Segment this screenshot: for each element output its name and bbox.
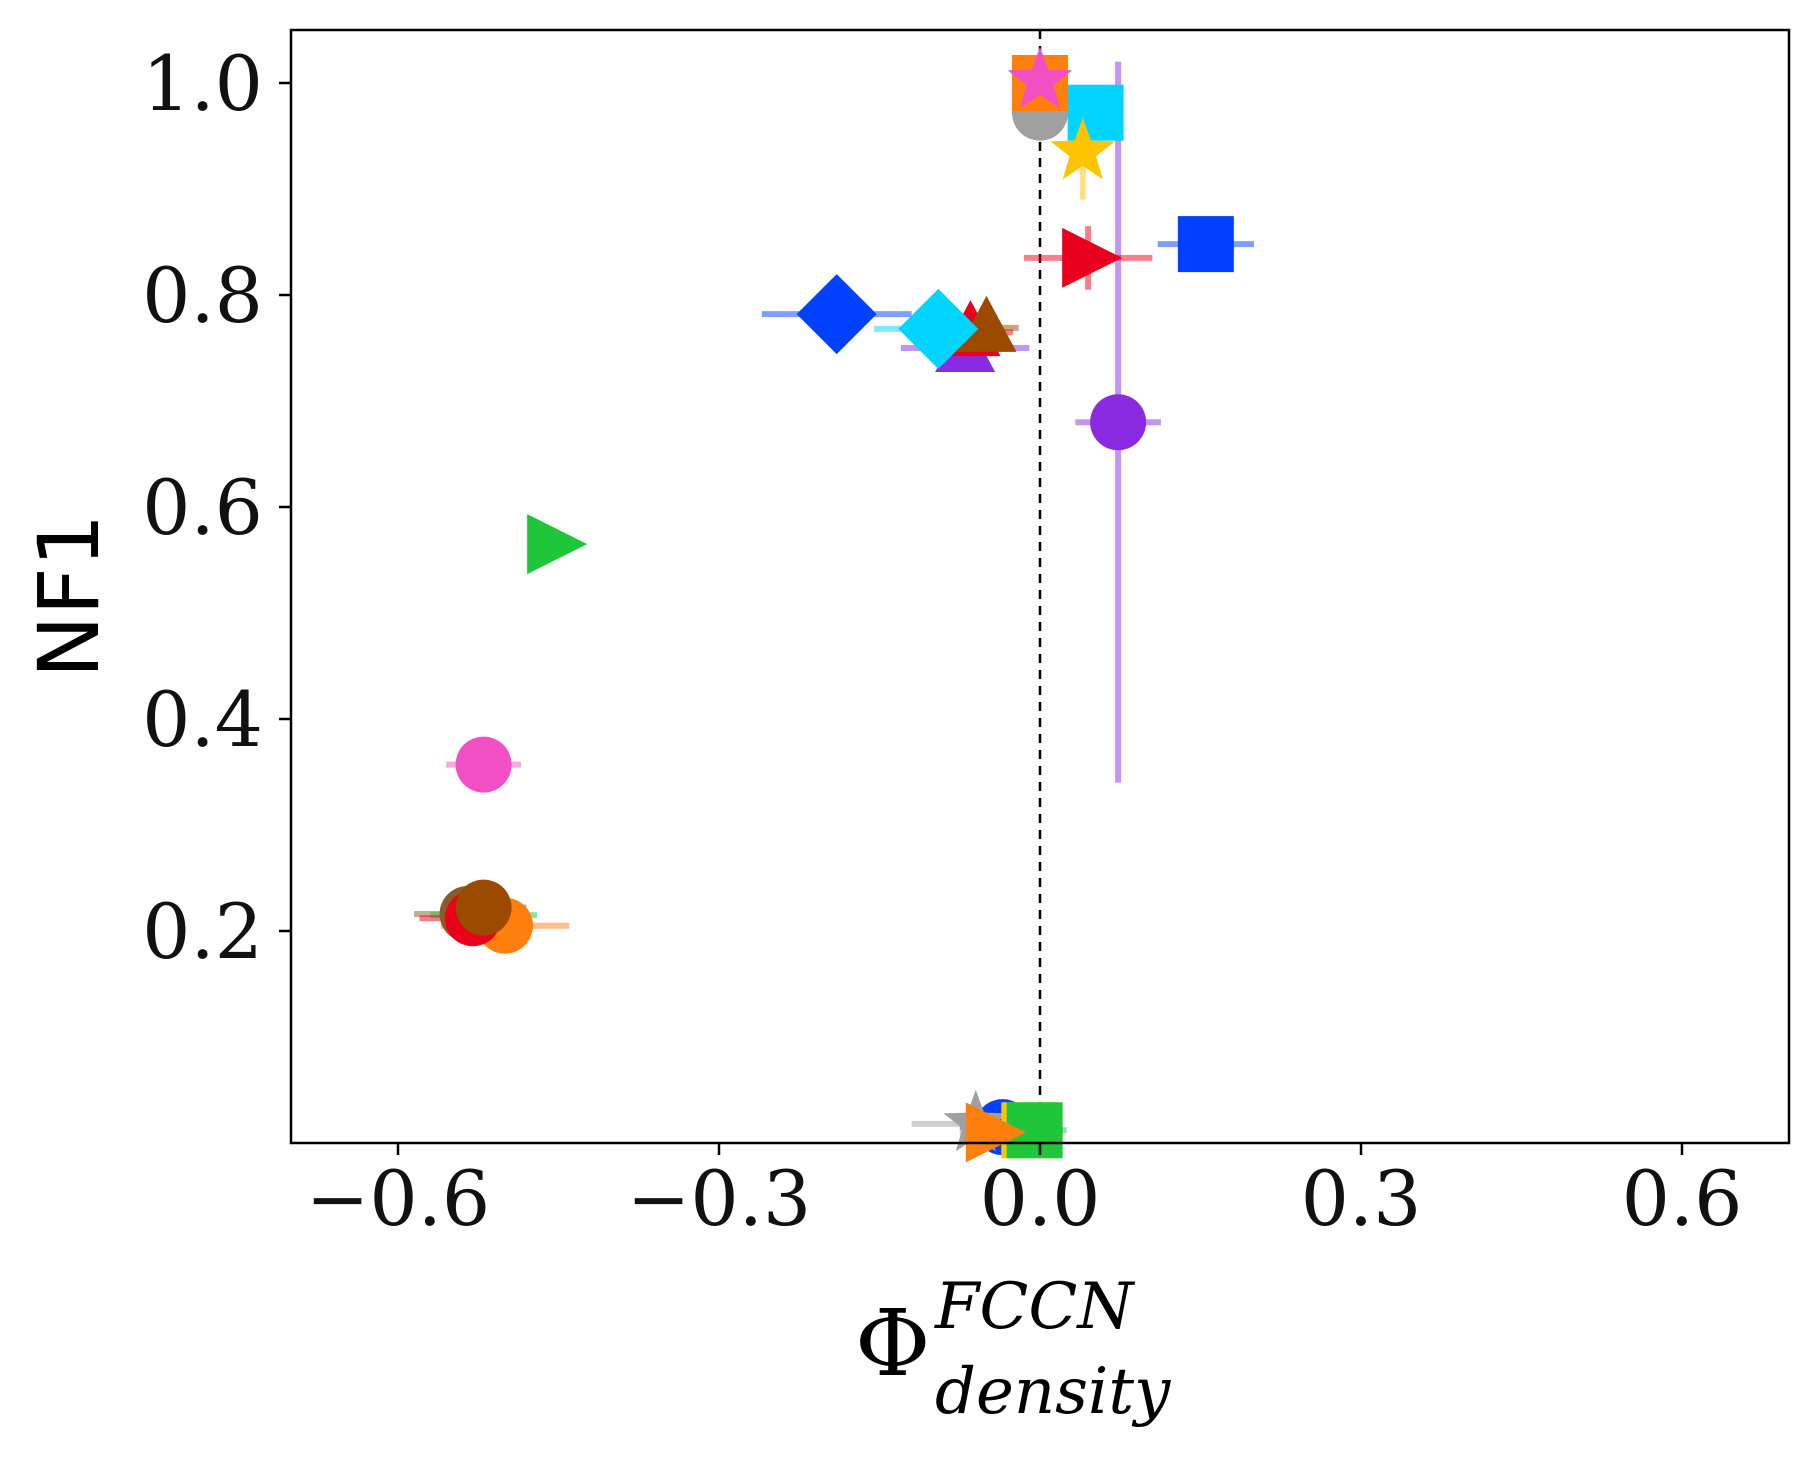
- data-point-12-circle: [1090, 394, 1147, 451]
- data-point-7-diamond: [796, 274, 877, 355]
- y-tick-label-2: 0.6: [142, 463, 263, 552]
- x-tick-label-4: 0.6: [1622, 1154, 1743, 1243]
- data-point-19-star: [1007, 46, 1073, 109]
- data-point-16-square: [1067, 84, 1124, 141]
- data-point-17-star: [1050, 117, 1116, 180]
- data-point-10-triangle-up: [956, 295, 1017, 352]
- x-tick-label-3: 0.3: [1301, 1154, 1422, 1243]
- data-point-5-circle: [455, 736, 512, 793]
- x-axis-label: ΦFCCN density: [855, 1270, 1171, 1429]
- y-tick-label-1: 0.4: [142, 675, 263, 764]
- data-point-layer: [439, 46, 1234, 1163]
- data-point-11-diamond: [898, 288, 979, 369]
- y-tick-label-0: 0.2: [142, 887, 263, 976]
- x-tick-label-0: −0.6: [306, 1154, 491, 1243]
- data-point-14-square: [1177, 216, 1234, 273]
- data-point-6-triangle-right: [527, 514, 588, 575]
- data-point-13-triangle-right: [1062, 227, 1123, 288]
- error-bar-layer: [414, 61, 1254, 1136]
- y-tick-label-3: 0.8: [142, 251, 263, 340]
- x-axis-label-base: Φ: [855, 1290, 930, 1397]
- x-axis-label-subscript: density: [935, 1355, 1171, 1429]
- x-tick-label-1: −0.3: [627, 1154, 812, 1243]
- x-tick-label-2: 0.0: [980, 1154, 1101, 1243]
- x-tick-layer: −0.6 −0.3 0.0 0.3 0.6: [306, 1143, 1743, 1243]
- x-axis-label-superscript: FCCN: [934, 1270, 1135, 1344]
- data-point-4-circle: [455, 879, 512, 936]
- y-axis-label: NF1: [20, 514, 118, 679]
- data-point-24-triangle-right: [965, 1102, 1026, 1163]
- y-tick-layer: 0.2 0.4 0.6 0.8 1.0: [142, 39, 291, 976]
- y-tick-label-4: 1.0: [142, 39, 263, 128]
